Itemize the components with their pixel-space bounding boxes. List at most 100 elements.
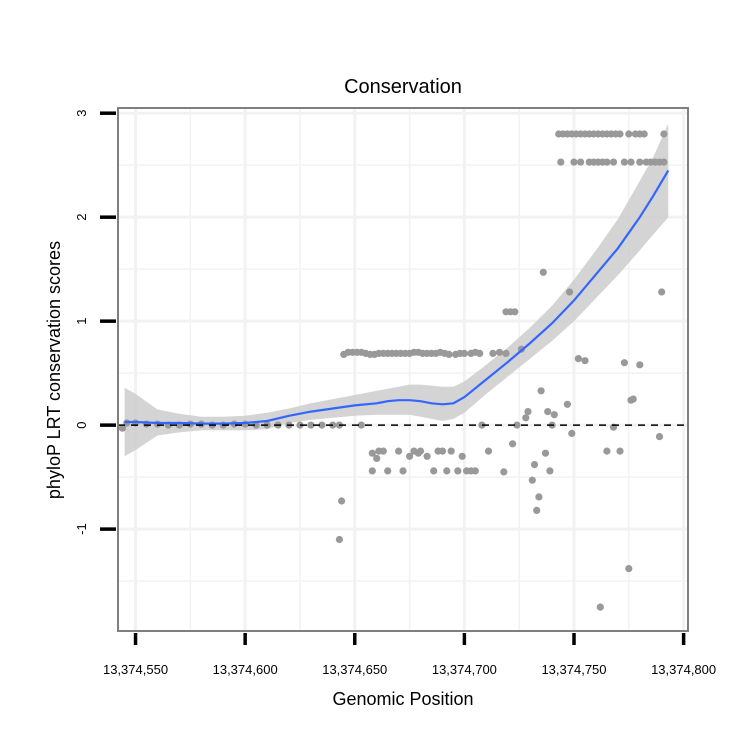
data-point xyxy=(546,467,554,475)
data-point xyxy=(566,288,574,296)
data-point xyxy=(574,355,583,363)
data-point xyxy=(620,158,629,166)
data-point xyxy=(447,447,455,455)
data-point xyxy=(508,440,517,448)
data-point xyxy=(544,408,552,416)
data-point xyxy=(563,400,572,408)
data-point xyxy=(636,158,644,166)
data-point xyxy=(603,158,611,166)
data-point xyxy=(568,429,576,437)
data-point xyxy=(430,467,438,475)
data-point xyxy=(500,468,508,476)
data-point xyxy=(625,565,633,573)
data-point xyxy=(629,395,637,403)
data-point xyxy=(625,130,633,138)
data-point xyxy=(636,361,644,369)
y-axis-title: phyloP LRT conservation scores xyxy=(44,241,64,499)
data-point xyxy=(489,349,497,357)
data-point xyxy=(502,349,510,357)
y-tick-label: 2 xyxy=(74,214,89,221)
data-point xyxy=(471,467,479,475)
data-point xyxy=(524,408,532,416)
data-point xyxy=(368,467,376,475)
grid xyxy=(118,108,688,631)
data-point xyxy=(557,158,565,166)
data-point xyxy=(338,497,346,505)
y-tick-label: -1 xyxy=(74,523,89,535)
data-point xyxy=(528,476,536,484)
points-layer xyxy=(118,130,668,611)
y-axis: -1 0 1 2 3 xyxy=(74,110,116,535)
data-point xyxy=(541,449,550,457)
smooth-line-layer xyxy=(124,169,670,425)
data-point xyxy=(658,288,666,296)
data-point xyxy=(438,447,447,455)
data-point xyxy=(454,467,462,475)
data-point xyxy=(406,452,414,460)
data-point xyxy=(118,424,126,432)
data-point xyxy=(660,158,668,166)
panel-border xyxy=(117,107,689,632)
data-point xyxy=(533,506,541,514)
x-axis-title: Genomic Position xyxy=(332,689,473,709)
data-point xyxy=(596,603,604,611)
data-point xyxy=(537,387,545,395)
data-point xyxy=(252,421,260,429)
data-point xyxy=(445,350,453,358)
data-point xyxy=(535,493,543,501)
data-point xyxy=(318,421,326,429)
data-point xyxy=(640,130,648,138)
data-point xyxy=(620,359,629,367)
data-point xyxy=(550,411,558,419)
data-point xyxy=(511,308,519,316)
y-tick-label: 0 xyxy=(74,422,89,429)
data-point xyxy=(522,414,530,422)
data-point xyxy=(616,447,624,455)
data-point xyxy=(581,357,589,365)
data-point xyxy=(443,467,451,475)
data-point xyxy=(609,158,618,166)
data-point xyxy=(476,349,484,357)
data-point xyxy=(357,421,365,429)
data-point xyxy=(458,452,466,460)
data-point xyxy=(603,447,611,455)
data-point xyxy=(416,447,425,455)
data-point xyxy=(373,454,381,462)
x-tick-label: 13,374,800 xyxy=(651,662,716,677)
confidence-ribbon-layer xyxy=(124,123,669,457)
data-point xyxy=(368,449,376,457)
x-tick-label: 13,374,750 xyxy=(541,662,606,677)
data-point xyxy=(627,158,635,166)
data-point xyxy=(513,421,521,429)
data-point xyxy=(379,447,387,455)
data-point xyxy=(577,158,585,166)
x-tick-label: 13,374,550 xyxy=(103,662,168,677)
data-point xyxy=(423,452,431,460)
data-point xyxy=(616,130,624,138)
loess-fit-line xyxy=(124,169,670,425)
y-tick-label: 3 xyxy=(74,110,89,117)
data-point xyxy=(660,130,668,138)
data-point xyxy=(384,467,392,475)
confidence-ribbon xyxy=(124,123,669,457)
data-point xyxy=(530,461,539,469)
data-point xyxy=(478,421,486,429)
data-point xyxy=(570,158,578,166)
data-point xyxy=(539,268,547,276)
x-tick-label: 13,374,600 xyxy=(213,662,278,677)
chart-title: Conservation xyxy=(344,76,462,98)
x-tick-label: 13,374,700 xyxy=(432,662,497,677)
data-point xyxy=(399,467,407,475)
data-point xyxy=(395,447,403,455)
data-point xyxy=(307,421,315,429)
data-point xyxy=(460,349,468,357)
x-axis: 13,374,550 13,374,600 13,374,650 13,374,700… xyxy=(103,633,716,677)
data-point xyxy=(484,447,493,455)
y-tick-label: 1 xyxy=(74,318,89,325)
data-point xyxy=(495,348,504,356)
x-tick-label: 13,374,650 xyxy=(322,662,387,677)
data-point xyxy=(335,535,343,544)
data-point xyxy=(655,433,664,441)
